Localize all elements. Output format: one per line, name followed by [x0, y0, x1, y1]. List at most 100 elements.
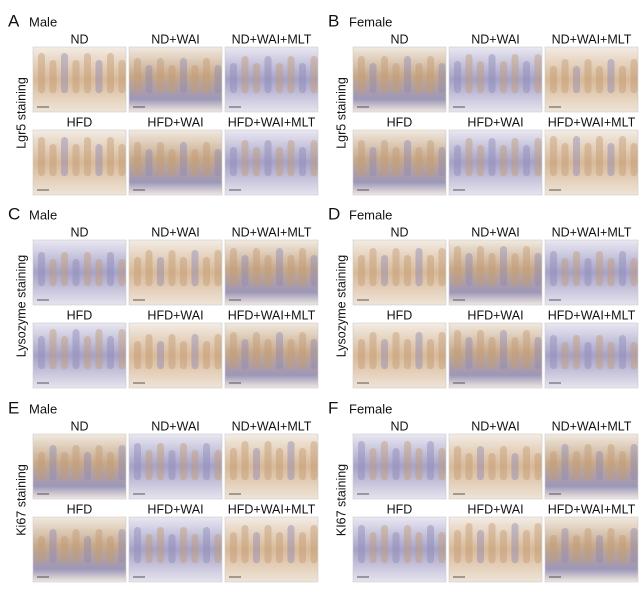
villus [573, 136, 580, 177]
villus [203, 257, 210, 287]
villus [241, 441, 249, 481]
villus [404, 255, 411, 287]
panel-letter: D [328, 204, 340, 223]
image-label: HFD+WAI [467, 502, 523, 516]
villus [607, 528, 615, 564]
villus [230, 448, 237, 481]
panel: B Female Lgr5 staining ND ND+WAI ND+WAI+MLT HF… [328, 11, 639, 196]
villus [584, 59, 592, 94]
villus [369, 248, 377, 287]
panel-sex: Female [349, 14, 392, 29]
villus [358, 441, 365, 481]
villus [630, 59, 638, 94]
villus [500, 330, 507, 370]
villus [145, 65, 153, 94]
villus [584, 342, 592, 370]
villus [118, 144, 126, 177]
villus [561, 342, 569, 370]
panel: D Female Lysozyme staining ND ND+WAI ND+WAI+M… [328, 204, 639, 389]
villus [84, 137, 91, 177]
image-label: ND [70, 32, 88, 46]
villus [264, 441, 272, 481]
villus [264, 56, 272, 94]
villus [230, 532, 237, 564]
villus [584, 143, 592, 177]
villus [358, 140, 365, 177]
panel-letter: E [8, 398, 19, 417]
villus [191, 250, 199, 287]
villus [392, 532, 400, 564]
villus [72, 445, 80, 481]
villus [511, 138, 519, 177]
villus [145, 534, 153, 564]
image-label: ND+WAI+MLT [232, 32, 312, 46]
villus [49, 445, 57, 481]
villus [584, 258, 592, 287]
micrograph-bg [128, 239, 223, 306]
villus [573, 451, 580, 481]
villus [619, 251, 626, 287]
villus [465, 54, 473, 94]
villus [550, 535, 557, 564]
villus [584, 444, 592, 481]
villus [573, 251, 580, 287]
villus [427, 140, 434, 177]
villus [299, 332, 306, 370]
stain-label: KI67 staining [334, 464, 348, 536]
villus [523, 145, 530, 177]
villus [438, 532, 446, 564]
villus [134, 58, 141, 94]
micrograph-bg [224, 129, 319, 196]
villus [214, 65, 222, 94]
villus [465, 453, 473, 481]
stain-label: Ki67 staining [14, 464, 28, 536]
villus [415, 63, 423, 94]
villus [214, 149, 222, 177]
villus [511, 453, 519, 481]
micrograph [544, 46, 639, 113]
villus [465, 337, 473, 370]
villus [38, 252, 45, 287]
micrograph [224, 516, 319, 583]
villus [500, 530, 507, 564]
villus [477, 145, 484, 177]
villus [72, 329, 80, 370]
villus [607, 258, 615, 287]
villus [203, 58, 210, 94]
villus [203, 443, 210, 481]
panel-sex: Female [349, 401, 392, 416]
stain-label: Lgr5 staining [334, 77, 348, 149]
villus [630, 444, 638, 481]
villus [310, 255, 318, 287]
villus [287, 525, 295, 564]
villus [550, 136, 557, 177]
villus [95, 329, 103, 370]
micrograph [352, 129, 447, 196]
micrograph-bg [224, 46, 319, 113]
villus [118, 529, 126, 564]
villus [630, 143, 638, 177]
villus [465, 138, 473, 177]
villus [168, 250, 176, 287]
villus [214, 250, 222, 287]
micrograph-bg [224, 433, 319, 500]
villus [511, 54, 519, 94]
villus [191, 534, 199, 564]
villus [95, 259, 103, 287]
villus [392, 332, 400, 370]
villus [191, 149, 199, 177]
villus [596, 535, 603, 564]
villus [454, 530, 461, 564]
image-label: ND+WAI+MLT [552, 32, 632, 46]
villus [168, 450, 176, 481]
villus [369, 332, 377, 370]
villus [381, 255, 388, 287]
micrograph-bg [544, 322, 639, 389]
villus [61, 336, 68, 370]
villus [145, 149, 153, 177]
image-label: HFD [387, 308, 413, 322]
villus [523, 446, 530, 481]
villus [358, 56, 365, 94]
villus [427, 441, 434, 481]
villus [134, 142, 141, 177]
